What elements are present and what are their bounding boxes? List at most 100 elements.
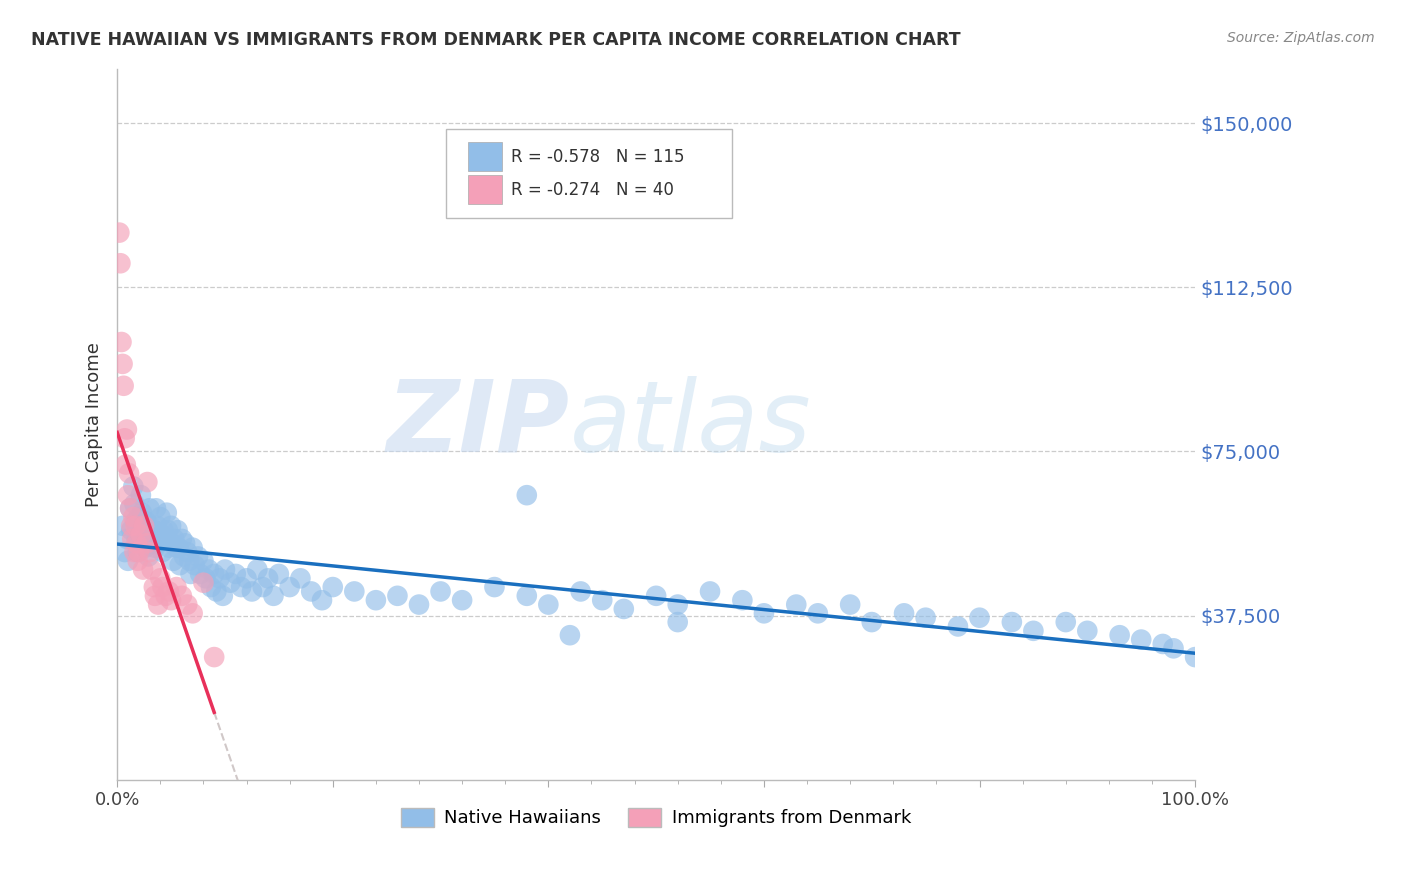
Point: [110, 256, 132, 270]
Point: [166, 523, 188, 537]
Point: [111, 357, 134, 371]
Point: [127, 545, 149, 559]
Point: [558, 628, 581, 642]
Point: [214, 563, 236, 577]
Point: [142, 523, 165, 537]
Point: [141, 536, 163, 550]
Point: [120, 501, 142, 516]
Text: NATIVE HAWAIIAN VS IMMIGRANTS FROM DENMARK PER CAPITA INCOME CORRELATION CHART: NATIVE HAWAIIAN VS IMMIGRANTS FROM DENMA…: [31, 31, 960, 49]
Point: [193, 575, 215, 590]
Point: [893, 607, 915, 621]
Point: [188, 566, 211, 581]
Point: [343, 584, 366, 599]
Point: [163, 532, 186, 546]
Point: [591, 593, 613, 607]
Point: [143, 541, 166, 555]
Point: [699, 584, 721, 599]
Point: [1130, 632, 1153, 647]
Point: [219, 575, 242, 590]
Point: [120, 523, 142, 537]
Point: [278, 580, 301, 594]
Point: [160, 536, 183, 550]
Point: [181, 541, 204, 555]
Text: R = -0.274   N = 40: R = -0.274 N = 40: [510, 181, 673, 199]
Point: [155, 532, 177, 546]
Point: [115, 423, 138, 437]
Point: [146, 518, 169, 533]
Text: ZIP: ZIP: [387, 376, 569, 473]
Point: [807, 607, 830, 621]
Point: [176, 545, 198, 559]
Point: [114, 545, 136, 559]
Point: [785, 598, 807, 612]
Point: [125, 536, 148, 550]
Point: [322, 580, 344, 594]
Point: [181, 607, 204, 621]
Point: [200, 580, 222, 594]
Point: [114, 431, 136, 445]
Text: Source: ZipAtlas.com: Source: ZipAtlas.com: [1227, 31, 1375, 45]
Point: [198, 563, 221, 577]
Point: [1076, 624, 1098, 638]
Point: [257, 571, 280, 585]
Point: [120, 501, 142, 516]
Point: [170, 589, 193, 603]
FancyBboxPatch shape: [468, 176, 502, 204]
Point: [169, 558, 191, 573]
Point: [136, 532, 159, 546]
Point: [173, 549, 195, 564]
Point: [152, 580, 174, 594]
Point: [839, 598, 862, 612]
Point: [666, 615, 689, 629]
Point: [142, 580, 165, 594]
Point: [1001, 615, 1024, 629]
Point: [127, 554, 149, 568]
FancyBboxPatch shape: [446, 129, 731, 218]
Point: [193, 554, 215, 568]
Point: [364, 593, 387, 607]
Point: [225, 566, 247, 581]
Point: [157, 584, 180, 599]
Y-axis label: Per Capita Income: Per Capita Income: [86, 342, 103, 507]
Point: [387, 589, 409, 603]
Point: [117, 554, 139, 568]
Point: [613, 602, 636, 616]
Point: [131, 506, 153, 520]
Point: [267, 566, 290, 581]
Point: [167, 541, 190, 555]
Point: [1022, 624, 1045, 638]
Point: [246, 563, 269, 577]
Text: atlas: atlas: [569, 376, 811, 473]
Point: [179, 566, 201, 581]
Point: [124, 515, 146, 529]
Point: [124, 497, 146, 511]
Point: [537, 598, 560, 612]
Point: [117, 488, 139, 502]
Point: [122, 479, 145, 493]
Point: [146, 536, 169, 550]
Point: [138, 549, 160, 564]
Point: [156, 506, 179, 520]
Legend: Native Hawaiians, Immigrants from Denmark: Native Hawaiians, Immigrants from Denmar…: [394, 801, 918, 835]
Point: [208, 571, 231, 585]
Point: [138, 501, 160, 516]
Point: [138, 545, 160, 559]
Point: [645, 589, 668, 603]
Point: [128, 545, 150, 559]
Point: [149, 571, 172, 585]
Point: [166, 580, 188, 594]
Point: [139, 518, 162, 533]
Point: [129, 527, 152, 541]
Point: [134, 523, 156, 537]
Point: [108, 226, 131, 240]
Point: [946, 619, 969, 633]
Point: [134, 541, 156, 555]
Point: [160, 518, 183, 533]
Point: [125, 532, 148, 546]
Point: [146, 598, 169, 612]
Point: [114, 458, 136, 472]
Point: [136, 475, 159, 489]
Point: [516, 589, 538, 603]
Point: [1054, 615, 1077, 629]
Point: [194, 571, 217, 585]
